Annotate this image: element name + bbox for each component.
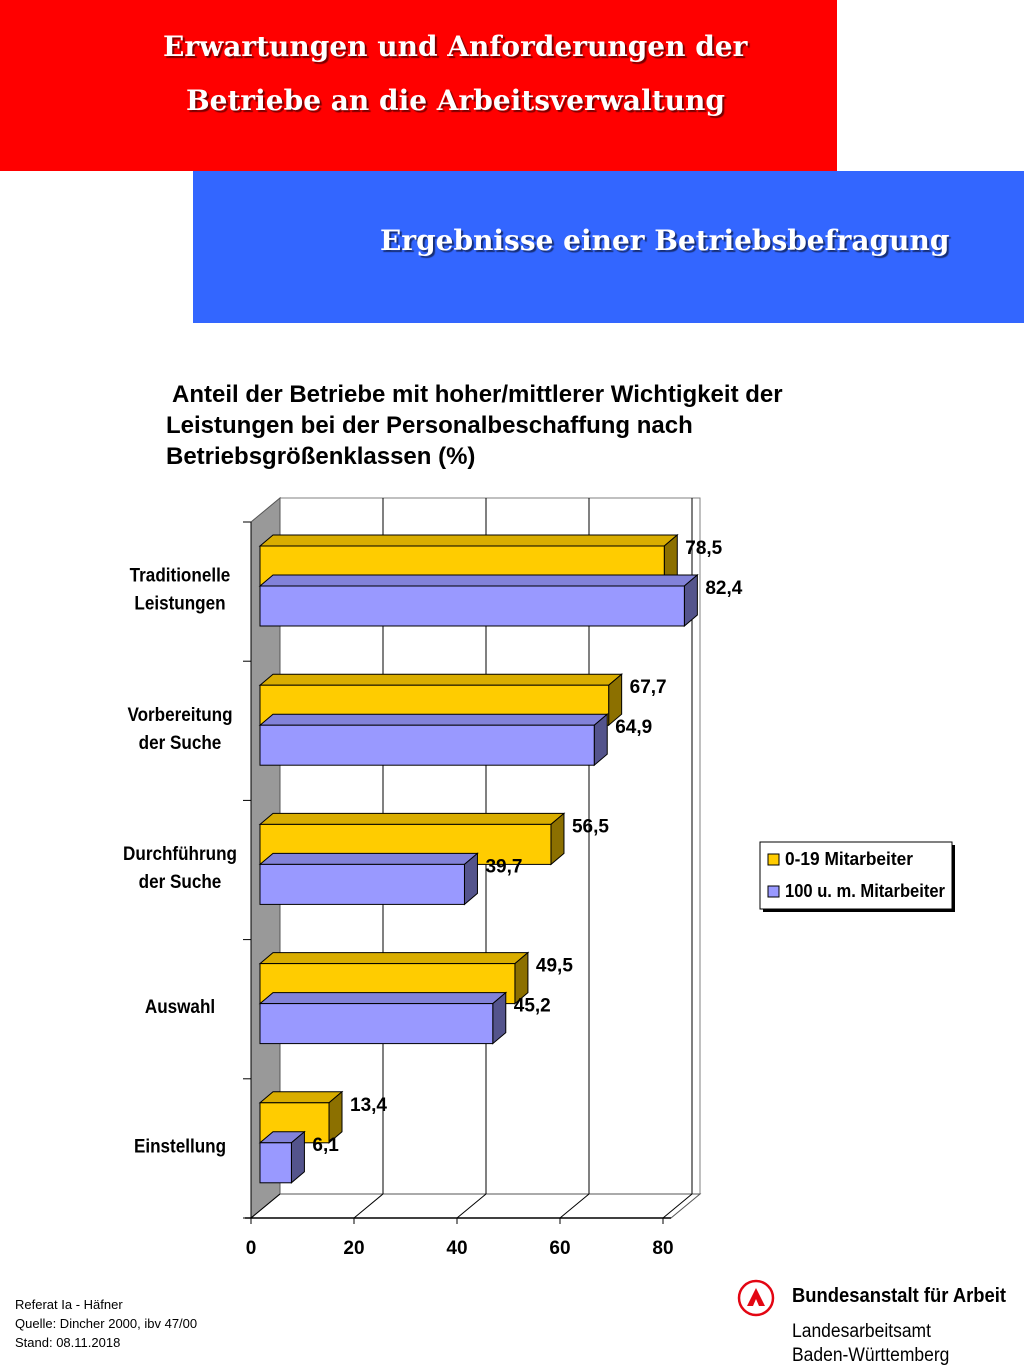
bar-top-face (258, 673, 624, 686)
legend-swatch (767, 853, 780, 866)
bar-top-face (258, 952, 530, 965)
bar (259, 585, 685, 627)
chart-floor (249, 1193, 702, 1219)
legend (759, 841, 953, 910)
bar-top-face (258, 713, 609, 726)
org-sub-line2: Baden-Württemberg (792, 1345, 950, 1366)
category-label: Traditionelle (130, 565, 231, 586)
data-label: 39,7 (485, 856, 522, 877)
bar-top-face (258, 812, 566, 825)
data-label: 56,5 (572, 816, 609, 837)
org-subtitle: Landesarbeitsamt Baden-Württemberg (792, 1320, 949, 1368)
bar (259, 1142, 292, 1184)
footer-author: Referat Ia - Häfner (15, 1297, 123, 1312)
footer-source: Quelle: Dincher 2000, ibv 47/00 (15, 1316, 198, 1331)
floor-gridline (250, 1193, 281, 1219)
legend-swatch (767, 885, 780, 898)
chart-title: Anteil der Betriebe mit hoher/mittlerer … (166, 379, 886, 472)
data-label: 13,4 (350, 1095, 387, 1116)
x-tick-label: 60 (549, 1238, 570, 1259)
data-label: 82,4 (705, 578, 742, 599)
bar (259, 863, 465, 905)
footer: Referat Ia - Häfner Quelle: Dincher 2000… (15, 1295, 197, 1352)
bar-top-face (258, 992, 508, 1005)
category-label: der Suche (139, 732, 222, 753)
legend-label: 0-19 Mitarbeiter (785, 849, 913, 869)
category-label: Einstellung (134, 1136, 226, 1157)
floor-gridline (662, 1193, 693, 1219)
data-label: 6,1 (312, 1135, 339, 1156)
legend-label: 100 u. m. Mitarbeiter (785, 881, 945, 901)
footer-date: Stand: 08.11.2018 (15, 1335, 121, 1350)
bar-top-face (258, 852, 479, 865)
x-tick-label: 20 (343, 1238, 364, 1259)
chart-title-line1: Anteil der Betriebe mit hoher/mittlerer … (172, 381, 783, 408)
floor-gridline (456, 1193, 487, 1219)
floor-gridline (559, 1193, 590, 1219)
bar (259, 1003, 494, 1045)
data-label: 67,7 (630, 677, 667, 698)
bar-top-face (258, 574, 699, 587)
bar-top-face (258, 1091, 344, 1104)
data-label: 78,5 (685, 538, 722, 559)
x-tick-label: 0 (246, 1238, 257, 1259)
header-red-band (0, 0, 837, 171)
header-blue-band (193, 171, 1024, 323)
floor-gridline (353, 1193, 384, 1219)
category-label: Leistungen (134, 593, 225, 614)
bar (259, 724, 595, 766)
slide-title-line1: Erwartungen und Anforderungen der (163, 30, 748, 63)
data-label: 64,9 (615, 717, 652, 738)
org-sub-line1: Landesarbeitsamt (792, 1321, 931, 1342)
org-name: Bundesanstalt für Arbeit (792, 1285, 1007, 1307)
slide-subtitle: Ergebnisse einer Betriebsbefragung (380, 224, 950, 257)
chart-title-line3: Betriebsgrößenklassen (%) (166, 443, 476, 470)
category-label: Auswahl (145, 996, 215, 1017)
category-label: der Suche (139, 871, 222, 892)
data-label: 49,5 (536, 956, 573, 977)
x-tick-label: 40 (446, 1238, 467, 1259)
bar-top-face (258, 534, 679, 547)
chart-title-line2: Leistungen bei der Personalbeschaffung n… (166, 412, 693, 439)
category-label: Durchführung (123, 843, 237, 864)
category-label: Vorbereitung (127, 704, 232, 725)
x-tick-label: 80 (652, 1238, 673, 1259)
slide-title-line2: Betriebe an die Arbeitsverwaltung (186, 84, 725, 117)
agency-logo-icon (737, 1279, 775, 1317)
data-label: 45,2 (514, 996, 551, 1017)
